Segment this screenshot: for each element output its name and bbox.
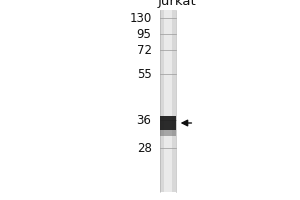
Text: Jurkat: Jurkat (158, 0, 196, 8)
Text: 28: 28 (136, 142, 152, 154)
Text: 55: 55 (137, 68, 152, 80)
Bar (160, 116, 176, 130)
Text: 130: 130 (129, 11, 152, 24)
Bar (160, 130, 176, 136)
Bar (160, 10, 176, 192)
Bar (164, 10, 172, 192)
Text: 36: 36 (136, 114, 152, 127)
Text: 95: 95 (136, 27, 152, 40)
Text: 72: 72 (136, 44, 152, 56)
